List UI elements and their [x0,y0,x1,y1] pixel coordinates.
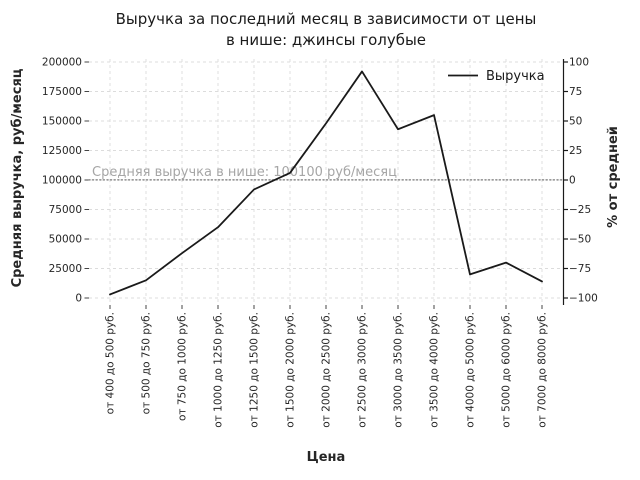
y-right-tick-label: −100 [569,293,598,305]
x-tick-label: от 1000 до 1250 руб. [213,312,225,428]
y-right-tick-label: −50 [569,234,591,246]
chart-title-line1: Выручка за последний месяц в зависимости… [115,10,537,28]
average-line-annotation: Средняя выручка в нише: 100100 руб/месяц [92,165,397,180]
x-tick-label: от 4000 до 5000 руб. [465,312,477,428]
x-tick-label: от 1500 до 2000 руб. [285,312,297,428]
y-left-tick-label: 0 [75,293,82,305]
x-tick-label: от 500 до 750 руб. [141,312,153,414]
y-left-tick-label: 125000 [42,145,82,157]
legend-label: Выручка [486,69,545,84]
x-tick-label: от 400 до 500 руб. [105,312,117,414]
y-right-tick-label: 100 [569,57,589,69]
y-right-tick-label: 75 [569,86,582,98]
x-tick-label: от 750 до 1000 руб. [177,312,189,421]
y-left-tick-label: 175000 [42,86,82,98]
y-right-tick-label: 25 [569,145,582,157]
y-right-tick-label: −25 [569,204,591,216]
x-tick-label: от 3000 до 3500 руб. [393,312,405,428]
chart-title-line2: в нише: джинсы голубые [225,31,427,49]
y-right-tick-label: 50 [569,116,582,128]
y-right-tick-label: −75 [569,263,591,275]
x-axis-title: Цена [307,450,346,465]
x-tick-label: от 2000 до 2500 руб. [321,312,333,428]
x-tick-label: от 5000 до 6000 руб. [501,312,513,428]
y-left-tick-label: 150000 [42,116,82,128]
x-tick-label: от 2500 до 3000 руб. [357,312,369,428]
chart-title: Выручка за последний месяц в зависимости… [6,9,640,51]
x-tick-label: от 7000 до 8000 руб. [537,312,549,428]
y-left-axis-title: Средняя выручка, руб/месяц [10,68,25,287]
y-left-tick-label: 200000 [42,57,82,69]
y-left-tick-label: 50000 [49,234,82,246]
y-left-tick-label: 100000 [42,175,82,187]
y-right-tick-label: 0 [569,175,576,187]
y-left-tick-label: 75000 [49,204,82,216]
y-left-tick-label: 25000 [49,263,82,275]
y-right-axis-title: % от средней [606,126,621,228]
x-tick-label: от 3500 до 4000 руб. [429,312,441,428]
revenue-series-line [109,70,543,296]
x-tick-label: от 1250 до 1500 руб. [249,312,261,428]
